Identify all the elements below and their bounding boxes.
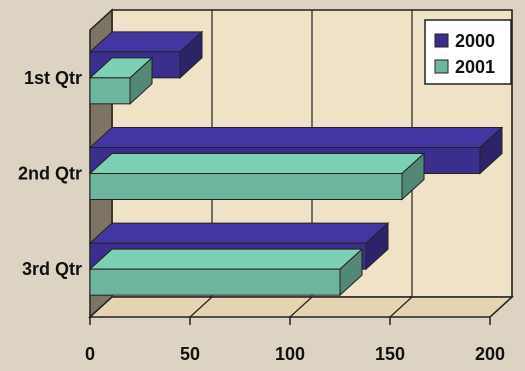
bar-top-face bbox=[88, 222, 390, 244]
bars bbox=[88, 30, 504, 297]
floor-gridline bbox=[289, 296, 313, 318]
bar-top-face bbox=[88, 248, 364, 270]
legend: 2000 2001 bbox=[424, 19, 512, 85]
category-label: 3rd Qtr bbox=[22, 259, 82, 279]
legend-swatch bbox=[434, 59, 449, 74]
x-tick-label: 150 bbox=[375, 344, 405, 364]
category-label: 2nd Qtr bbox=[18, 164, 82, 184]
floor-gridline bbox=[89, 296, 113, 318]
x-tick-label: 50 bbox=[180, 344, 200, 364]
bar-front-face bbox=[89, 268, 341, 296]
bar bbox=[88, 56, 154, 105]
bar bbox=[88, 30, 204, 79]
legend-label: 2000 bbox=[455, 31, 495, 51]
legend-swatch bbox=[434, 33, 449, 48]
x-tick-label: 100 bbox=[275, 344, 305, 364]
floor-gridline bbox=[189, 296, 213, 318]
x-tick-labels: 0 50 100 150 200 bbox=[85, 344, 505, 364]
bar-front-face bbox=[89, 77, 131, 105]
x-tick-label: 200 bbox=[475, 344, 505, 364]
floor-gridline bbox=[389, 296, 413, 318]
bar-top-face bbox=[88, 153, 426, 174]
floor-gridline bbox=[489, 296, 513, 318]
bar-top-face bbox=[88, 127, 504, 148]
legend-label: 2001 bbox=[455, 57, 495, 77]
x-tick-label: 0 bbox=[85, 344, 95, 364]
category-label: 1st Qtr bbox=[24, 68, 82, 88]
bar bbox=[88, 152, 426, 201]
category-labels: 1st Qtr 2nd Qtr 3rd Qtr bbox=[18, 68, 82, 279]
bar bbox=[88, 248, 364, 297]
bar-front-face bbox=[89, 173, 403, 200]
